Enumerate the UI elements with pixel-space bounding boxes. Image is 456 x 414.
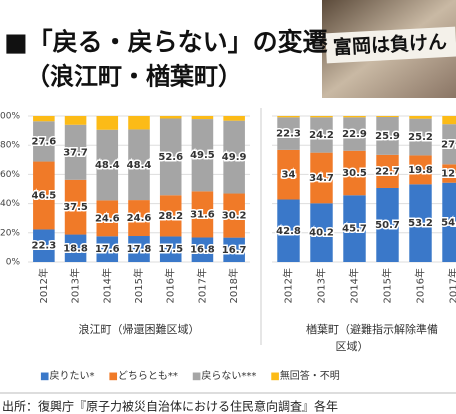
value-label: 16.7 [222, 245, 247, 256]
legend-entry: ■無回答・不明 [270, 369, 339, 382]
x-tick-label: 2014年 [348, 268, 361, 303]
legend-marker: ■ [40, 371, 49, 382]
value-label: 19.8 [408, 165, 433, 176]
value-label: 17.8 [127, 244, 152, 255]
value-label: 50.7 [375, 220, 400, 231]
value-label: 22.3 [276, 129, 301, 140]
bar-segment [376, 116, 398, 117]
legend-text: どちらとも** [118, 370, 178, 382]
value-label: 48.4 [127, 160, 152, 171]
legend-marker: ■ [108, 371, 117, 382]
legend-marker: ■ [270, 371, 279, 382]
value-label: 18.8 [63, 243, 88, 254]
value-label: 16.8 [190, 245, 215, 256]
title: ■「戻る・戻らない」の変遷 [4, 28, 328, 57]
value-label: 24.6 [127, 213, 152, 224]
value-label: 49.9 [222, 152, 247, 163]
subtitle: （浪江町・楢葉町） [26, 62, 242, 91]
bar-segment [442, 116, 456, 124]
x-tick-label: 2018年 [227, 268, 240, 303]
y-tick-label: 20% [0, 228, 20, 238]
footer: 出所：復興庁『原子力被災自治体における住民意向調査』各年 [2, 399, 338, 414]
legend-entry: ■戻らない*** [192, 369, 256, 382]
group-label: 楢葉町（避難指示解除準備 [306, 322, 438, 336]
value-label: 53.2 [408, 218, 433, 229]
legend-text: 戻らない*** [201, 369, 256, 382]
value-label: 27.5 [441, 139, 456, 150]
value-label: 25.9 [375, 131, 400, 142]
value-label: 30.5 [342, 168, 367, 179]
legend-entry: ■戻りたい* [40, 369, 94, 382]
legend-text: 戻りたい* [49, 369, 94, 382]
bar-segment [33, 116, 55, 121]
value-label: 45.7 [342, 224, 367, 235]
value-label: 49.5 [190, 150, 215, 161]
bar-segment [409, 116, 431, 119]
bar-segment [65, 116, 87, 125]
value-label: 31.6 [190, 209, 215, 220]
page: 富岡は負けん ■「戻る・戻らない」の変遷 （浪江町・楢葉町） 出所：復興庁『原子… [0, 0, 456, 414]
legend-entry: ■どちらとも** [108, 370, 177, 382]
group-label: 区域） [336, 340, 369, 353]
x-tick-label: 2012年 [37, 268, 50, 303]
value-label: 34.7 [309, 173, 334, 184]
x-tick-label: 2017年 [447, 268, 456, 303]
y-tick-label: 0% [6, 258, 21, 268]
value-label: 17.5 [158, 244, 183, 255]
value-label: 22.7 [375, 166, 400, 177]
group-label: 浪江町（帰還困難区域） [79, 322, 200, 336]
x-tick-label: 2016年 [164, 268, 177, 303]
value-label: 28.2 [158, 211, 183, 222]
value-label: 27.6 [32, 136, 57, 147]
value-label: 24.6 [95, 213, 120, 224]
value-label: 30.2 [222, 211, 247, 222]
value-label: 37.5 [63, 202, 88, 213]
bar-segment [310, 116, 332, 117]
value-label: 54.3 [441, 217, 456, 228]
value-label: 22.3 [32, 241, 57, 252]
x-tick-label: 2016年 [414, 268, 427, 303]
x-tick-label: 2014年 [100, 268, 113, 303]
bar-segment [128, 116, 150, 129]
x-tick-label: 2015年 [132, 268, 145, 303]
bar-segment [160, 116, 182, 118]
x-tick-label: 2013年 [69, 268, 82, 303]
value-label: 34 [282, 170, 296, 181]
y-tick-label: 60% [0, 170, 20, 180]
y-tick-label: 100% [0, 112, 20, 122]
value-label: 25.2 [408, 132, 433, 143]
value-label: 52.6 [158, 152, 183, 163]
x-tick-label: 2015年 [381, 268, 394, 303]
value-label: 48.4 [95, 160, 120, 171]
value-label: 46.5 [32, 190, 57, 201]
legend-text: 無回答・不明 [280, 369, 340, 382]
value-label: 22.9 [342, 129, 367, 140]
value-label: 40.2 [309, 228, 334, 239]
bar-segment [343, 116, 365, 117]
value-label: 12.6 [441, 169, 456, 180]
value-label: 17.6 [95, 244, 120, 255]
y-tick-label: 80% [0, 141, 20, 151]
legend-marker: ■ [192, 371, 201, 382]
value-label: 24.2 [309, 130, 334, 141]
x-tick-label: 2013年 [315, 268, 328, 303]
bar-segment [192, 116, 214, 119]
x-tick-label: 2017年 [195, 268, 208, 303]
value-label: 37.7 [63, 147, 88, 158]
bar-segment [97, 116, 119, 130]
y-tick-label: 40% [0, 199, 20, 209]
bar-segment [277, 116, 299, 117]
bar-segment [223, 116, 245, 121]
value-label: 42.8 [276, 226, 301, 237]
x-tick-label: 2012年 [282, 268, 295, 303]
